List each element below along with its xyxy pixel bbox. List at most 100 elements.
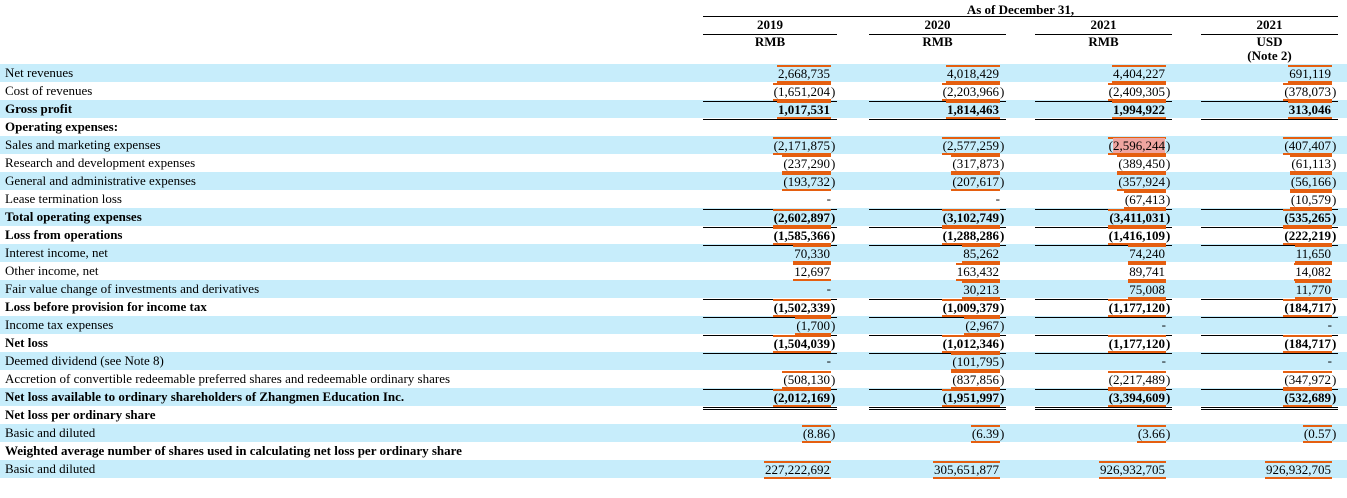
right-margin: [1338, 280, 1347, 300]
value-cell: (2,596,244): [1035, 136, 1172, 156]
column-gap: [1006, 226, 1035, 246]
spacer: [1172, 35, 1201, 49]
value-number: 14,082: [1294, 263, 1332, 282]
column-gap: [1172, 334, 1201, 354]
value-cell: 227,222,692: [703, 460, 837, 480]
value-cell: (101,795): [869, 352, 1006, 372]
closing-paren: ): [1332, 156, 1337, 172]
table-row: Net revenues 2,668,735 4,018,429 4,404,227 6…: [0, 64, 1347, 84]
column-gap: [1172, 64, 1201, 83]
column-gap: [1006, 370, 1035, 390]
closing-paren: ): [1332, 336, 1337, 352]
closing-paren: ): [1166, 192, 1171, 208]
right-margin: [1338, 226, 1347, 246]
value-number: (3.66): [1136, 425, 1171, 444]
value-cell: [703, 442, 837, 460]
value-number: (532,689): [1283, 389, 1337, 408]
value-cell: 74,240: [1035, 244, 1172, 264]
table-row: Loss before provision for income tax (1,5…: [0, 298, 1347, 319]
value-number: (10,579): [1289, 191, 1337, 210]
value-cell: (1,009,379): [869, 298, 1006, 319]
row-label: Other income, net: [5, 263, 99, 278]
right-margin: [1338, 442, 1347, 460]
right-margin: [1338, 298, 1347, 318]
table-row: Basic and diluted 227,222,692 305,651,877 9…: [0, 460, 1347, 480]
column-note-2020: [869, 49, 1006, 64]
value-cell: [703, 406, 837, 424]
closing-paren: ): [1332, 300, 1337, 316]
value-cell: (3,411,031): [1035, 208, 1172, 229]
value-cell: (389,450): [1035, 154, 1172, 174]
column-gap: [1006, 460, 1035, 479]
value-number: (2,602,897): [772, 209, 836, 228]
column-gap: [1006, 334, 1035, 354]
right-margin: [1338, 460, 1347, 479]
value-cell: (1,177,120): [1035, 298, 1172, 319]
closing-paren: ): [1000, 318, 1005, 334]
value-number: 74,240: [1128, 245, 1166, 264]
closing-paren: ): [1000, 210, 1005, 226]
table-row: Weighted average number of shares used i…: [0, 442, 1347, 460]
value-cell: (357,924): [1035, 172, 1172, 192]
right-margin: [1338, 172, 1347, 191]
value-number: 2,668,735: [777, 65, 831, 84]
closing-paren: ): [1000, 156, 1005, 172]
value-cell: 313,046: [1201, 100, 1338, 121]
value-number: (1,288,286): [941, 227, 1005, 246]
value-number: (67,413): [1123, 191, 1171, 210]
spacer: [1338, 17, 1347, 35]
spacer: [837, 35, 869, 49]
column-gap: [837, 460, 869, 479]
value-number: (407,407): [1283, 137, 1337, 156]
value-cell: [1035, 118, 1172, 136]
column-gap: [1172, 298, 1201, 318]
spacer: [0, 35, 703, 49]
value-cell: (347,972): [1201, 370, 1338, 391]
spacer: [1172, 49, 1201, 64]
value-cell: (184,717): [1201, 334, 1338, 355]
value-number: 89,741: [1128, 263, 1166, 282]
value-number: 305,651,877: [933, 461, 1000, 480]
value-number: (1,177,120): [1107, 299, 1171, 318]
value-number: (2,012,169): [772, 389, 836, 408]
value-cell: (837,856): [869, 370, 1006, 391]
row-label: Net loss: [5, 335, 48, 350]
column-gap: [1172, 442, 1201, 460]
row-label: Total operating expenses: [5, 209, 142, 224]
row-label: Interest income, net: [5, 245, 108, 260]
value-cell: (184,717): [1201, 298, 1338, 319]
right-margin: [1338, 424, 1347, 443]
spacer: [1006, 35, 1035, 49]
table-row: Interest income, net 70,330 85,262 74,240 11…: [0, 244, 1347, 264]
value-cell: 75,008: [1035, 280, 1172, 301]
closing-paren: ): [1166, 390, 1171, 406]
value-number: (1,502,339): [772, 299, 836, 318]
value-dash: -: [1161, 353, 1166, 368]
table-row: Accretion of convertible redeemable pref…: [0, 370, 1347, 391]
column-gap: [1172, 370, 1201, 390]
value-number: (1,012,346): [941, 335, 1005, 354]
value-number: (837,856): [951, 371, 1005, 390]
column-note-2019: [703, 49, 837, 64]
spacer: [1172, 17, 1201, 35]
column-gap: [1006, 208, 1035, 228]
column-year-2021: 2021: [1035, 17, 1172, 35]
value-cell: (61,113): [1201, 154, 1338, 174]
value-number: 313,046: [1287, 101, 1332, 120]
spacer: [1006, 17, 1035, 35]
value-cell: 163,432: [869, 262, 1006, 282]
closing-paren: ): [1166, 156, 1171, 172]
closing-paren: ): [1332, 174, 1337, 190]
value-number: (8.86): [801, 425, 836, 444]
closing-paren: ): [1000, 372, 1005, 388]
column-gap: [1006, 262, 1035, 281]
value-cell: (0.57): [1201, 424, 1338, 444]
column-gap: [1006, 244, 1035, 263]
column-gap: [1006, 316, 1035, 336]
value-number: 163,432: [955, 263, 1000, 282]
value-number: (1,700): [795, 317, 836, 336]
value-number: 85,262: [962, 245, 1000, 264]
column-gap: [837, 190, 869, 210]
table-row: Lease termination loss - - (67,413) (10,579): [0, 190, 1347, 211]
closing-paren: ): [831, 174, 836, 190]
